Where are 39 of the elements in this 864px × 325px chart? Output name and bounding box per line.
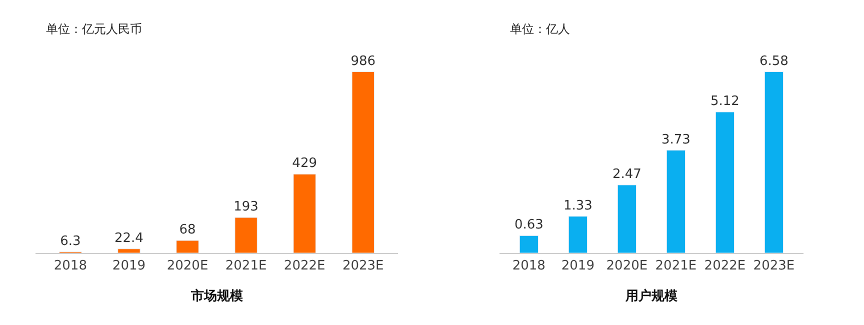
data-label: 6.3 [60,234,81,249]
x-tick-label: 2020E [606,258,648,274]
data-label: 3.73 [661,132,690,148]
bar [617,184,636,253]
bar [519,235,538,253]
x-tick-label: 2023E [342,258,384,274]
text: 单位：亿人 [510,22,570,36]
data-label: 5.12 [710,94,740,109]
data-label: 22.4 [114,230,144,246]
x-axis-title: 市场规模 [190,288,243,304]
bar [234,217,258,253]
text: 单位：亿元人民币 [46,22,142,36]
bar [715,112,735,253]
bar [293,174,316,253]
data-label: 68 [179,222,196,238]
x-tick-label: 2021E [655,258,697,274]
data-label: 0.63 [514,218,544,233]
x-tick-label: 2018 [54,258,87,274]
bar [176,240,199,253]
x-axis-title: 用户规模 [624,288,678,304]
bar [666,150,686,253]
x-tick-label: 2022E [704,258,746,274]
x-tick-label: 2021E [225,258,267,274]
data-label: 429 [292,156,317,172]
bar [352,72,374,253]
data-label: 6.58 [759,54,788,69]
x-tick-label: 2023E [753,258,795,274]
x-tick-label: 2019 [112,258,146,274]
data-label: 986 [350,54,376,69]
bar [568,216,588,253]
bar [118,248,140,253]
x-tick-label: 2018 [512,258,546,274]
bar [764,72,784,253]
x-tick-label: 2019 [561,258,594,274]
x-tick-label: 2020E [166,258,208,274]
x-tick-label: 2022E [284,258,326,274]
data-label: 1.33 [563,198,592,214]
data-label: 2.47 [612,166,642,182]
data-label: 193 [234,200,258,215]
